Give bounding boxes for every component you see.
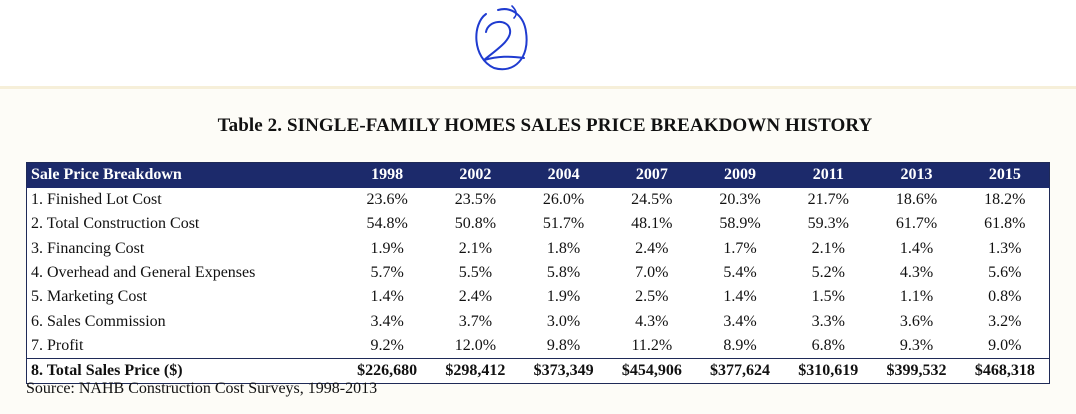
- table-cell: $454,906: [607, 358, 696, 384]
- table-cell: 9.0%: [988, 336, 1022, 354]
- table-cell: 3.6%: [899, 312, 934, 330]
- table-cell: 1.3%: [988, 239, 1022, 257]
- table-cell: $377,624: [695, 358, 785, 384]
- table-cell: 3.3%: [811, 312, 845, 330]
- table-cell: 2.4%: [458, 288, 493, 306]
- table-cell: 5.5%: [458, 264, 493, 282]
- table-row: 3. Financing Cost 1.9% 2.1% 1.8% 2.4% 1.7% 2.1…: [27, 237, 1050, 261]
- table-row: 1. Finished Lot Cost 23.6% 23.5% 26.0% 24.5%…: [27, 187, 1050, 212]
- table-cell: 1.4%: [723, 288, 757, 306]
- row-label: 5. Marketing Cost: [31, 288, 147, 306]
- year-header: 2009: [695, 162, 785, 188]
- table-cell: 5.4%: [723, 264, 757, 282]
- table-cell: 7.0%: [635, 264, 669, 282]
- table-cell: $373,349: [519, 358, 608, 384]
- table-cell: $399,532: [872, 358, 961, 384]
- table-cell: 61.7%: [895, 215, 938, 233]
- table-cell: $226,680: [343, 358, 432, 384]
- table-row: 5. Marketing Cost 1.4% 2.4% 1.9% 2.5% 1.4% 1.5…: [27, 285, 1050, 309]
- annotation-area: [0, 0, 1076, 86]
- table-cell: 21.7%: [807, 191, 849, 209]
- table-cell: 54.8%: [366, 215, 408, 233]
- table-cell: $310,619: [784, 358, 873, 384]
- row-label: 3. Financing Cost: [31, 239, 145, 257]
- row-label: 1. Finished Lot Cost: [31, 191, 162, 209]
- table-title: Table 2. SINGLE-FAMILY HOMES SALES PRICE…: [217, 115, 873, 136]
- table-header-row: Sale Price Breakdown 1998 2002 2004 2007…: [26, 162, 1050, 188]
- year-header: 2002: [431, 162, 520, 188]
- table-cell: 26.0%: [542, 191, 585, 209]
- row-label: 6. Sales Commission: [31, 312, 166, 330]
- table-cell: 1.9%: [546, 288, 581, 306]
- row-label: 4. Overhead and General Expenses: [31, 264, 256, 282]
- table-cell: 9.2%: [370, 336, 404, 354]
- document-area: Table 2. SINGLE-FAMILY HOMES SALES PRICE…: [0, 86, 1076, 414]
- table-cell: 23.6%: [366, 191, 408, 209]
- row-label: 7. Profit: [31, 336, 84, 354]
- table-cell: 2.4%: [635, 239, 669, 257]
- table-row: 4. Overhead and General Expenses 5.7% 5.5%…: [27, 261, 1050, 285]
- table-cell: 1.9%: [370, 239, 404, 257]
- table-cell: 51.7%: [542, 215, 585, 233]
- table-cell: 1.4%: [370, 288, 404, 306]
- table-cell: 9.8%: [546, 336, 581, 354]
- table-cell: 2.5%: [635, 288, 669, 306]
- table-body: 1. Finished Lot Cost 23.6% 23.5% 26.0% 24.5%…: [26, 187, 1050, 384]
- table-cell: 0.8%: [988, 288, 1022, 306]
- row-label: 2. Total Construction Cost: [31, 215, 200, 233]
- table-cell: 3.2%: [988, 312, 1022, 330]
- table-row: 2. Total Construction Cost 54.8% 50.8% 51.7…: [27, 212, 1050, 236]
- table-cell: 3.4%: [723, 312, 757, 330]
- year-header: 2011: [784, 162, 873, 188]
- table-cell: $468,318: [960, 358, 1050, 384]
- table-cell: 1.5%: [811, 288, 845, 306]
- table-cell: 3.4%: [370, 312, 404, 330]
- source-note: Source: NAHB Construction Cost Surveys, …: [26, 380, 378, 397]
- table-cell: 6.8%: [811, 336, 845, 354]
- table-cell: 18.2%: [984, 191, 1026, 209]
- header-label: Sale Price Breakdown: [26, 162, 343, 188]
- total-row: 8. Total Sales Price ($) $226,680 $298,412…: [26, 358, 1050, 384]
- table-cell: 8.9%: [723, 336, 757, 354]
- table-cell: 1.8%: [546, 239, 581, 257]
- table-cell: 24.5%: [631, 191, 673, 209]
- table-cell: 1.7%: [723, 239, 757, 257]
- year-header: 2015: [960, 162, 1050, 188]
- table-cell: 59.3%: [807, 215, 849, 233]
- year-header: 2013: [872, 162, 961, 188]
- table-cell: $298,412: [431, 358, 520, 384]
- table-row: 6. Sales Commission 3.4% 3.7% 3.0% 4.3% 3.4% 3…: [27, 309, 1050, 333]
- price-breakdown-table: Sale Price Breakdown 1998 2002 2004 2007…: [26, 162, 1050, 385]
- table-cell: 3.0%: [546, 312, 581, 330]
- table-cell: 5.7%: [370, 264, 404, 282]
- row-label: 8. Total Sales Price ($): [26, 358, 343, 384]
- table-row: 7. Profit 9.2% 12.0% 9.8% 11.2% 8.9% 6.8% 9.3% 9…: [27, 334, 1050, 359]
- year-header: 2007: [607, 162, 696, 188]
- table-cell: 5.2%: [811, 264, 845, 282]
- table-cell: 48.1%: [631, 215, 673, 233]
- table-cell: 1.4%: [899, 239, 934, 257]
- table-cell: 4.3%: [899, 264, 934, 282]
- table-cell: 2.1%: [458, 239, 493, 257]
- table-cell: 4.3%: [635, 312, 669, 330]
- table-cell: 2.1%: [811, 239, 845, 257]
- table-cell: 9.3%: [899, 336, 934, 354]
- year-header: 2004: [519, 162, 608, 188]
- table-cell: 5.6%: [988, 264, 1022, 282]
- table-cell: 3.7%: [458, 312, 493, 330]
- table-cell: 58.9%: [719, 215, 761, 233]
- table-cell: 12.0%: [454, 336, 497, 354]
- table-cell: 5.8%: [546, 264, 581, 282]
- table-cell: 20.3%: [719, 191, 761, 209]
- year-header: 1998: [343, 162, 432, 188]
- table-cell: 61.8%: [984, 215, 1026, 233]
- table-cell: 1.1%: [899, 288, 934, 306]
- table-cell: 11.2%: [631, 336, 673, 354]
- table-cell: 18.6%: [895, 191, 938, 209]
- table-cell: 50.8%: [454, 215, 497, 233]
- table-cell: 23.5%: [454, 191, 497, 209]
- handwritten-2-mark: [475, 5, 528, 71]
